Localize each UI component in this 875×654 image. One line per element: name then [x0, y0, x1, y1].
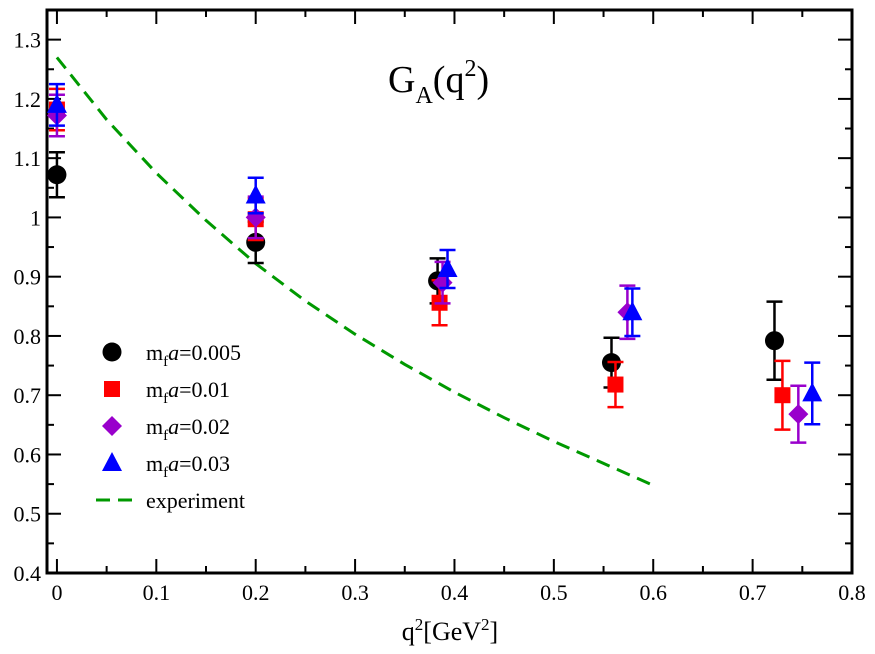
- data-point: [46, 82, 67, 127]
- y-tick-label: 0.7: [14, 383, 42, 408]
- x-tick-label: 0.7: [739, 580, 767, 605]
- square-marker: [774, 387, 791, 404]
- experiment-curve-layer: [55, 56, 654, 487]
- data-point: [47, 150, 67, 199]
- y-tick-label: 0.8: [14, 324, 42, 349]
- triangle-marker: [437, 257, 458, 277]
- x-tick-label: 0: [51, 580, 62, 605]
- legend-entry: mfa=0.01: [104, 377, 230, 407]
- legend-label: mfa=0.03: [146, 451, 230, 481]
- legend: mfa=0.005 mfa=0.01 mfa=0.02 mfa=0.03 experim…: [96, 340, 245, 513]
- data-point: [764, 300, 784, 382]
- circle-marker: [764, 331, 784, 351]
- y-tick-label: 0.9: [14, 265, 42, 290]
- x-tick-label: 0.4: [441, 580, 469, 605]
- x-tick-label: 0.2: [242, 580, 270, 605]
- data-point: [774, 359, 791, 431]
- x-tick-label: 0.3: [341, 580, 369, 605]
- legend-label: mfa=0.01: [146, 377, 230, 407]
- legend-entry: experiment: [96, 488, 245, 513]
- x-tick-label: 0.1: [143, 580, 171, 605]
- data-point: [607, 360, 624, 409]
- y-tick-label: 1.2: [14, 87, 42, 112]
- diamond-marker: [788, 404, 809, 425]
- data-point: [437, 248, 458, 290]
- square-legend-marker: [104, 381, 120, 397]
- y-tick-label: 1.3: [14, 28, 42, 53]
- circle-legend-marker: [102, 342, 122, 362]
- square-marker: [607, 376, 624, 393]
- data-point: [802, 361, 823, 426]
- data-point: [245, 176, 266, 215]
- triangle-marker: [245, 184, 266, 204]
- legend-entry: mfa=0.02: [102, 414, 230, 444]
- legend-label: experiment: [146, 488, 245, 513]
- data-points: [46, 82, 823, 444]
- triangle-marker: [46, 93, 67, 113]
- triangle-legend-marker: [102, 452, 122, 471]
- y-tick-label: 1.1: [14, 146, 42, 171]
- data-point: [622, 287, 643, 338]
- plot-frame: [45, 8, 854, 575]
- x-tick-label: 0.6: [639, 580, 667, 605]
- ticks: 0 0.1 0.2 0.3 0.4 0.5 0.6 0.7 0.8 0.4 0.5 0.6 0.7 0.8…: [14, 10, 866, 605]
- x-tick-label: 0.5: [540, 580, 568, 605]
- legend-label: mfa=0.02: [146, 414, 230, 444]
- legend-label: mfa=0.005: [146, 340, 241, 370]
- x-tick-label: 0.8: [838, 580, 866, 605]
- x-axis-title: q2[GeV2]: [402, 615, 498, 646]
- circle-marker: [47, 165, 67, 185]
- legend-entry: mfa=0.005: [102, 340, 241, 370]
- y-tick-label: 0.4: [14, 561, 42, 586]
- y-tick-label: 1: [30, 205, 41, 230]
- experiment-curve: [55, 56, 654, 487]
- data-point: [788, 384, 809, 444]
- triangle-marker: [622, 301, 643, 321]
- diamond-legend-marker: [102, 416, 122, 436]
- chart-title: GA(q2): [388, 56, 489, 109]
- legend-entry: mfa=0.03: [102, 451, 230, 481]
- y-tick-label: 0.5: [14, 502, 42, 527]
- y-tick-label: 0.6: [14, 442, 42, 467]
- triangle-marker: [802, 382, 823, 402]
